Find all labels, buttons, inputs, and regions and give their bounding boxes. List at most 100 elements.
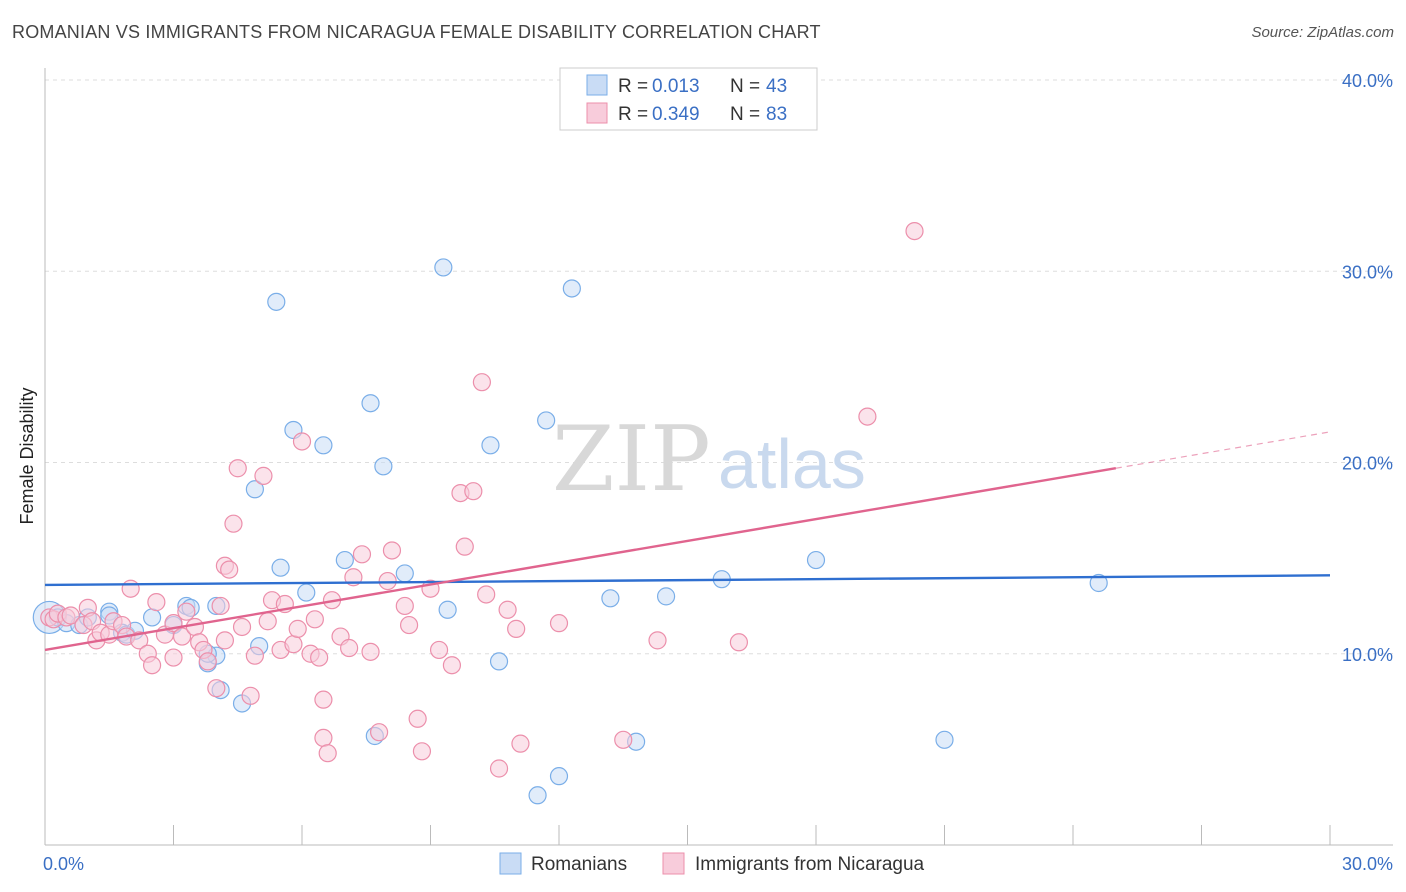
x-tick-labels: 0.0% 30.0%	[43, 854, 1393, 874]
data-point-nicaragua	[305, 610, 324, 629]
bottom-legend-swatch-nicaragua	[662, 852, 685, 875]
legend-r-label-2: R =	[618, 104, 648, 125]
data-points	[32, 221, 1108, 805]
bottom-legend: Romanians Immigrants from Nicaragua	[499, 852, 925, 875]
data-point-nicaragua	[164, 648, 183, 667]
data-point-romanians	[374, 457, 393, 476]
data-point-nicaragua	[224, 514, 243, 533]
bottom-legend-swatch-romanians	[499, 852, 522, 875]
data-point-nicaragua	[370, 723, 389, 742]
data-point-nicaragua	[220, 560, 239, 579]
data-point-nicaragua	[292, 432, 312, 451]
data-point-nicaragua	[177, 602, 196, 621]
data-point-nicaragua	[442, 656, 462, 675]
watermark-zip: ZIP	[552, 407, 711, 512]
data-point-nicaragua	[314, 690, 333, 709]
data-point-nicaragua	[310, 648, 329, 667]
data-point-romanians	[361, 394, 380, 413]
data-point-nicaragua	[352, 545, 372, 564]
data-point-nicaragua	[472, 373, 491, 392]
trend-line-romanians	[44, 574, 1331, 587]
data-point-nicaragua	[61, 606, 80, 625]
data-point-nicaragua	[288, 619, 307, 638]
data-point-romanians	[562, 279, 581, 298]
data-point-nicaragua	[511, 734, 530, 753]
x-tick-label: 0.0%	[43, 854, 84, 874]
data-point-nicaragua	[318, 744, 337, 763]
gridlines	[45, 79, 1393, 655]
legend-r-value-2: 0.349	[652, 104, 700, 125]
data-point-nicaragua	[382, 541, 402, 560]
data-point-nicaragua	[198, 652, 217, 671]
data-point-nicaragua	[130, 631, 149, 650]
data-point-nicaragua	[361, 642, 380, 661]
data-point-nicaragua	[340, 638, 359, 658]
data-point-romanians	[537, 411, 556, 430]
legend-swatch-romanians	[586, 74, 608, 96]
data-point-nicaragua	[477, 585, 496, 604]
trend-lines	[44, 431, 1331, 652]
data-point-nicaragua	[241, 686, 260, 705]
data-point-nicaragua	[211, 596, 230, 616]
data-point-romanians	[434, 258, 453, 277]
y-tick-labels: 10.0% 20.0% 30.0% 40.0%	[1342, 71, 1393, 665]
data-point-nicaragua	[395, 596, 414, 616]
data-point-nicaragua	[121, 579, 140, 598]
data-point-romanians	[489, 652, 509, 671]
data-point-nicaragua	[412, 742, 432, 761]
data-point-romanians	[1089, 573, 1108, 593]
data-point-romanians	[142, 608, 162, 627]
y-tick-label: 40.0%	[1342, 71, 1393, 91]
data-point-romanians	[271, 558, 290, 577]
axes	[44, 68, 1393, 846]
data-point-nicaragua	[254, 466, 273, 485]
data-point-nicaragua	[215, 631, 234, 650]
data-point-romanians	[601, 589, 620, 608]
data-point-romanians	[656, 587, 676, 606]
data-point-nicaragua	[232, 617, 252, 637]
data-point-nicaragua	[455, 537, 474, 556]
data-point-nicaragua	[614, 730, 633, 749]
data-point-nicaragua	[147, 593, 166, 612]
source-label: Source: ZipAtlas.com	[1251, 24, 1394, 41]
data-point-romanians	[528, 786, 547, 805]
data-point-romanians	[395, 564, 414, 583]
y-tick-label: 10.0%	[1342, 645, 1393, 665]
data-point-romanians	[297, 583, 316, 602]
data-point-nicaragua	[408, 709, 427, 728]
data-point-nicaragua	[429, 640, 449, 660]
data-point-nicaragua	[245, 646, 264, 665]
data-point-nicaragua	[729, 633, 749, 652]
data-point-nicaragua	[284, 635, 303, 654]
y-tick-label: 20.0%	[1342, 454, 1393, 474]
watermark-atlas: atlas	[718, 425, 866, 503]
data-point-nicaragua	[464, 482, 483, 501]
data-point-romanians	[806, 550, 826, 570]
data-point-nicaragua	[549, 614, 569, 633]
x-tick-label: 30.0%	[1342, 854, 1393, 874]
data-point-nicaragua	[905, 221, 924, 241]
data-point-nicaragua	[858, 407, 877, 426]
legend-n-label-1: N =	[730, 76, 760, 97]
data-point-nicaragua	[507, 619, 526, 638]
data-point-nicaragua	[314, 728, 333, 748]
trend-line-nicaragua	[44, 467, 1117, 652]
data-point-romanians	[935, 730, 954, 749]
data-point-romanians	[314, 436, 333, 455]
legend-n-value-1: 43	[766, 76, 787, 97]
bottom-legend-label-nicaragua: Immigrants from Nicaragua	[695, 854, 925, 875]
data-point-nicaragua	[498, 600, 517, 619]
legend-swatch-nicaragua	[586, 102, 608, 124]
data-point-nicaragua	[489, 759, 509, 778]
legend-n-value-2: 83	[766, 104, 787, 125]
data-point-nicaragua	[172, 627, 192, 646]
data-point-romanians	[549, 767, 569, 786]
legend-n-label-2: N =	[730, 104, 760, 125]
legend-r-value-1: 0.013	[652, 76, 700, 97]
legend-r-label-1: R =	[618, 76, 648, 97]
legend-box: R = 0.013 N = 43 R = 0.349 N = 83	[559, 67, 818, 131]
data-point-romanians	[481, 436, 500, 455]
data-point-nicaragua	[228, 459, 247, 478]
data-point-romanians	[335, 550, 354, 570]
